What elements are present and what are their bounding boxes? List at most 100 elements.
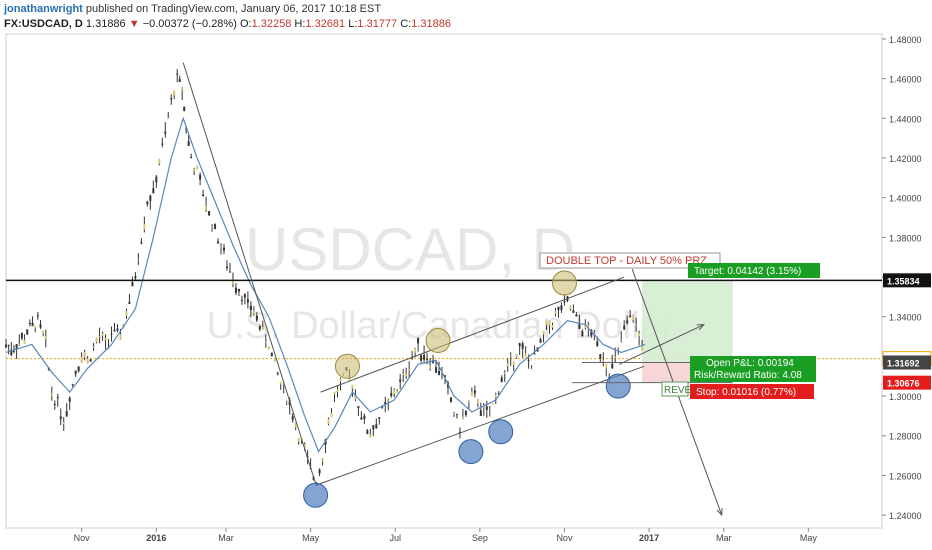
price-bar-body: [205, 206, 208, 211]
price-bar-body: [461, 416, 464, 419]
price-bar-body: [575, 314, 578, 317]
price-bar-body: [276, 372, 279, 374]
price-bar-body: [134, 276, 137, 279]
open-pl-label: Open P&L: 0.00194: [706, 358, 794, 369]
price-bar-body: [387, 399, 390, 402]
x-tick-label: 2017: [639, 533, 659, 543]
price-bar-body: [584, 324, 587, 328]
close-label: C:: [400, 18, 412, 30]
price-bar-body: [7, 344, 10, 346]
price-bar-body: [211, 226, 214, 228]
price-bar-body: [267, 346, 270, 350]
y-tick-label: 1.44000: [889, 114, 922, 124]
y-tick-label: 1.28000: [889, 432, 922, 442]
price-label-badge: [883, 355, 931, 370]
price-bar-body: [369, 434, 372, 438]
x-tick-label: 2016: [146, 533, 166, 543]
price-bar-body: [65, 411, 68, 417]
price-bar-body: [152, 188, 155, 194]
price-bar-body: [569, 305, 572, 309]
price-bar-body: [31, 322, 34, 327]
price-bar-body: [560, 305, 563, 311]
price-bar-body: [149, 195, 152, 201]
price-bar-body: [140, 242, 143, 244]
price-bar-body: [464, 410, 467, 416]
price-bar-body: [500, 377, 503, 383]
price-bar-body: [390, 392, 393, 396]
price-bar-body: [441, 369, 444, 371]
price-bar-body: [50, 393, 53, 397]
price-bar-body: [176, 73, 179, 75]
price-bar-body: [183, 106, 186, 112]
price-bar-body: [12, 350, 15, 352]
price-bar-body: [623, 325, 626, 330]
moving-average-line: [5, 116, 646, 453]
price-bar-body: [473, 390, 476, 394]
double-top-label: DOUBLE TOP - DAILY 50% PRZ: [546, 255, 707, 267]
x-tick-label: Sep: [472, 533, 488, 543]
price-bar-body: [291, 416, 294, 420]
price-bar-body: [351, 384, 354, 389]
price-bar-body: [113, 330, 116, 332]
price-bar-body: [228, 271, 231, 273]
swing-high-circle: [425, 328, 451, 354]
price-bar-body: [36, 315, 39, 317]
price-bar-body: [620, 339, 623, 341]
author-link[interactable]: jonathanwright: [4, 3, 83, 15]
price-bar-body: [518, 343, 521, 347]
price-bar-body: [491, 403, 494, 405]
price-bar-body: [578, 324, 581, 330]
price-bar-body: [512, 361, 515, 365]
down-arrow-icon: ▼: [128, 18, 140, 30]
price-bar-body: [59, 416, 62, 420]
price-bar-body: [77, 366, 80, 372]
stop-label: Stop: 0.01016 (0.77%): [696, 387, 796, 398]
price-bar-body: [423, 354, 426, 360]
price-bar-body: [220, 246, 223, 248]
swing-high-circle: [334, 353, 360, 379]
price-bar-body: [18, 343, 21, 345]
price-bar-body: [542, 330, 545, 335]
price-bars: [5, 69, 644, 487]
x-tick-label: May: [800, 533, 818, 543]
price-change: −0.00372 (−0.28%): [142, 18, 237, 30]
price-label-badge: [883, 273, 931, 288]
price-bar-body: [246, 299, 249, 303]
price-bar-body: [83, 351, 86, 357]
x-tick-label: Mar: [218, 533, 234, 543]
price-bar-body: [408, 369, 411, 371]
price-bar-body: [10, 349, 13, 355]
price-bar-body: [482, 406, 485, 408]
price-bar-body: [107, 338, 110, 340]
price-bar-body: [39, 324, 42, 328]
swing-low-circle: [458, 439, 484, 465]
price-bar-body: [611, 363, 614, 369]
price-bar-body: [128, 302, 131, 304]
price-bar-body: [393, 389, 396, 394]
price-bar-body: [638, 333, 641, 337]
swing-low-circle: [605, 373, 631, 399]
y-tick-label: 1.46000: [889, 75, 922, 85]
price-bar-body: [330, 412, 333, 418]
price-bar-body: [455, 413, 458, 415]
swing-low-circle: [488, 419, 514, 445]
price-bar-body: [178, 78, 181, 83]
price-bar-body: [554, 310, 557, 315]
price-bar-body: [104, 337, 107, 340]
price-bar-body: [161, 143, 164, 145]
price-bar-body: [458, 431, 461, 433]
watermark-symbol: USDCAD, D: [245, 216, 575, 283]
price-bar-body: [563, 301, 566, 303]
price-bar-body: [479, 410, 482, 417]
swing-high-circle: [551, 270, 577, 296]
y-tick-label: 1.24000: [889, 511, 922, 521]
price-bar-body: [524, 353, 527, 358]
price-bar-body: [402, 373, 405, 375]
price-bar-body: [590, 329, 593, 336]
price-bar-body: [252, 310, 255, 315]
symbol-label[interactable]: FX:USDCAD, D: [4, 18, 83, 30]
price-bar-body: [20, 332, 23, 339]
risk-reward-label: Risk/Reward Ratio: 4.08: [694, 370, 802, 381]
price-bar-body: [23, 339, 26, 344]
